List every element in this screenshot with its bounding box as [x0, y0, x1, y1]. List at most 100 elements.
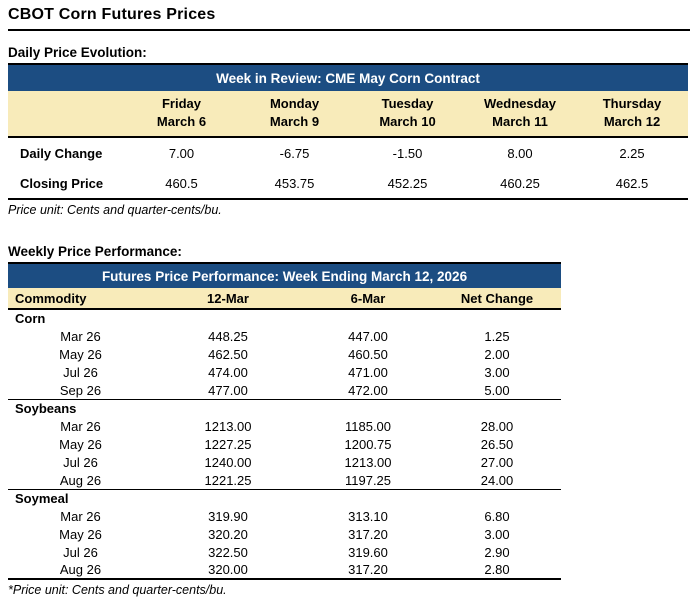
daily-price-table: Week in Review: CME May Corn Contract Fr…: [8, 65, 688, 201]
data-cell: 319.60: [348, 544, 388, 560]
data-cell: 5.00: [433, 381, 562, 400]
column-header-date: March 9: [269, 114, 320, 130]
month-label: May 26: [59, 526, 102, 542]
data-cell: 462.5: [576, 168, 688, 201]
data-cell: 472.00: [303, 381, 433, 400]
data-cell: 2.80: [433, 561, 562, 581]
table-row-daily-change: Daily Change 7.00 -6.75 -1.50 8.00 2.25: [8, 137, 688, 168]
column-header-day: Wednesday: [483, 96, 556, 111]
month-label: Sep 26: [8, 381, 153, 400]
data-cell: 460.5: [125, 168, 238, 201]
month-label: Mar 26: [60, 328, 101, 344]
data-cell: 320.20: [208, 526, 248, 542]
month-label: Aug 26: [8, 471, 153, 490]
data-cell: -6.75: [279, 145, 310, 161]
column-header-friday: Friday March 6: [125, 91, 238, 139]
data-cell: 27.00: [480, 454, 514, 470]
daily-table-banner: Week in Review: CME May Corn Contract: [8, 65, 688, 91]
data-cell: 448.25: [208, 328, 248, 344]
data-cell: -1.50: [392, 145, 423, 161]
group-label-soymeal: Soymeal: [8, 489, 561, 507]
row-label: Daily Change: [20, 145, 103, 161]
data-cell: 447.00: [348, 328, 388, 344]
table-row: Mar 26 319.90 313.10 6.80: [8, 507, 561, 525]
data-cell: 7.00: [168, 145, 195, 161]
column-header-6mar: 6-Mar: [303, 288, 433, 311]
column-header-day: Friday: [161, 96, 201, 111]
column-header-date: March 12: [603, 114, 661, 130]
weekly-table-banner-title: Futures Price Performance: Week Ending M…: [8, 264, 562, 289]
column-header-date: March 10: [379, 114, 436, 130]
data-cell: 477.00: [153, 381, 303, 400]
month-label: Jul 26: [63, 544, 98, 560]
table-row: Mar 26 1213.00 1185.00 28.00: [8, 417, 561, 435]
data-cell: 3.00: [484, 526, 510, 542]
table-row: Sep 26 477.00 472.00 5.00: [8, 381, 562, 400]
group-label-soybeans: Soybeans: [8, 399, 561, 417]
table-row: May 26 1227.25 1200.75 26.50: [8, 435, 561, 453]
table-row: May 26 320.20 317.20 3.00: [8, 525, 561, 543]
column-header-day: Monday: [269, 96, 320, 111]
weekly-performance-section: Weekly Price Performance: Futures Price …: [8, 244, 688, 597]
data-cell: 452.25: [351, 168, 464, 201]
data-cell: 320.00: [153, 561, 303, 581]
column-header-day: Thursday: [602, 96, 662, 111]
weekly-table-banner: Futures Price Performance: Week Ending M…: [8, 264, 562, 289]
data-cell: 1221.25: [153, 471, 303, 490]
weekly-performance-table: Futures Price Performance: Week Ending M…: [8, 264, 562, 581]
column-header-monday: Monday March 9: [238, 91, 351, 139]
data-cell: 474.00: [208, 364, 248, 380]
column-header-wednesday: Wednesday March 11: [464, 91, 576, 139]
daily-table-column-headers: Friday March 6 Monday March 9 Tuesday Ma…: [8, 91, 688, 139]
data-cell: 471.00: [348, 364, 388, 380]
daily-table-banner-title: Week in Review: CME May Corn Contract: [8, 65, 688, 91]
column-header-date: March 6: [156, 114, 207, 130]
month-label: Jul 26: [63, 364, 98, 380]
weekly-table-column-headers: Commodity 12-Mar 6-Mar Net Change: [8, 288, 562, 311]
data-cell: 1200.75: [344, 436, 392, 452]
data-cell: 1227.25: [204, 436, 252, 452]
daily-price-section: Daily Price Evolution: Week in Review: C…: [8, 45, 688, 217]
column-header-day: Tuesday: [381, 96, 434, 111]
data-cell: 8.00: [507, 145, 533, 161]
group-label: Soybeans: [15, 401, 77, 417]
data-cell: 2.00: [484, 346, 510, 362]
table-row: Jul 26 322.50 319.60 2.90: [8, 543, 561, 561]
data-cell: 460.25: [464, 168, 576, 201]
data-cell: 2.25: [619, 145, 645, 161]
column-header-date: March 11: [492, 114, 548, 130]
month-label: Aug 26: [8, 561, 153, 581]
table-row: Aug 26 320.00 317.20 2.80: [8, 561, 562, 581]
group-label: Corn: [15, 311, 46, 327]
data-cell: 462.50: [208, 346, 248, 362]
data-cell: 453.75: [238, 168, 351, 201]
data-cell: 26.50: [480, 436, 514, 452]
data-cell: 1213.00: [204, 418, 252, 434]
data-cell: 28.00: [480, 418, 514, 434]
table-row: Jul 26 474.00 471.00 3.00: [8, 363, 561, 381]
table-row: Aug 26 1221.25 1197.25 24.00: [8, 471, 562, 490]
month-label: Mar 26: [60, 418, 101, 434]
month-label: Jul 26: [63, 454, 98, 470]
month-label: May 26: [59, 346, 102, 362]
data-cell: 1197.25: [303, 471, 433, 490]
column-header-12mar: 12-Mar: [153, 288, 303, 311]
data-cell: 313.10: [348, 508, 388, 524]
table-row: May 26 462.50 460.50 2.00: [8, 345, 561, 363]
column-header-commodity: Commodity: [8, 288, 153, 311]
data-cell: 1185.00: [344, 418, 392, 434]
daily-section-label: Daily Price Evolution:: [8, 45, 688, 65]
weekly-price-unit-note: *Price unit: Cents and quarter-cents/bu.: [8, 583, 227, 598]
data-cell: 317.20: [348, 526, 388, 542]
group-label-corn: Corn: [8, 309, 561, 327]
column-header-tuesday: Tuesday March 10: [351, 91, 464, 139]
weekly-section-label: Weekly Price Performance:: [8, 244, 561, 265]
data-cell: 1240.00: [204, 454, 252, 470]
column-header-net-change: Net Change: [433, 288, 562, 311]
data-cell: 317.20: [303, 561, 433, 581]
data-cell: 319.90: [208, 508, 248, 524]
data-cell: 24.00: [433, 471, 562, 490]
data-cell: 460.50: [348, 346, 388, 362]
table-row: Mar 26 448.25 447.00 1.25: [8, 327, 561, 345]
month-label: May 26: [59, 436, 102, 452]
